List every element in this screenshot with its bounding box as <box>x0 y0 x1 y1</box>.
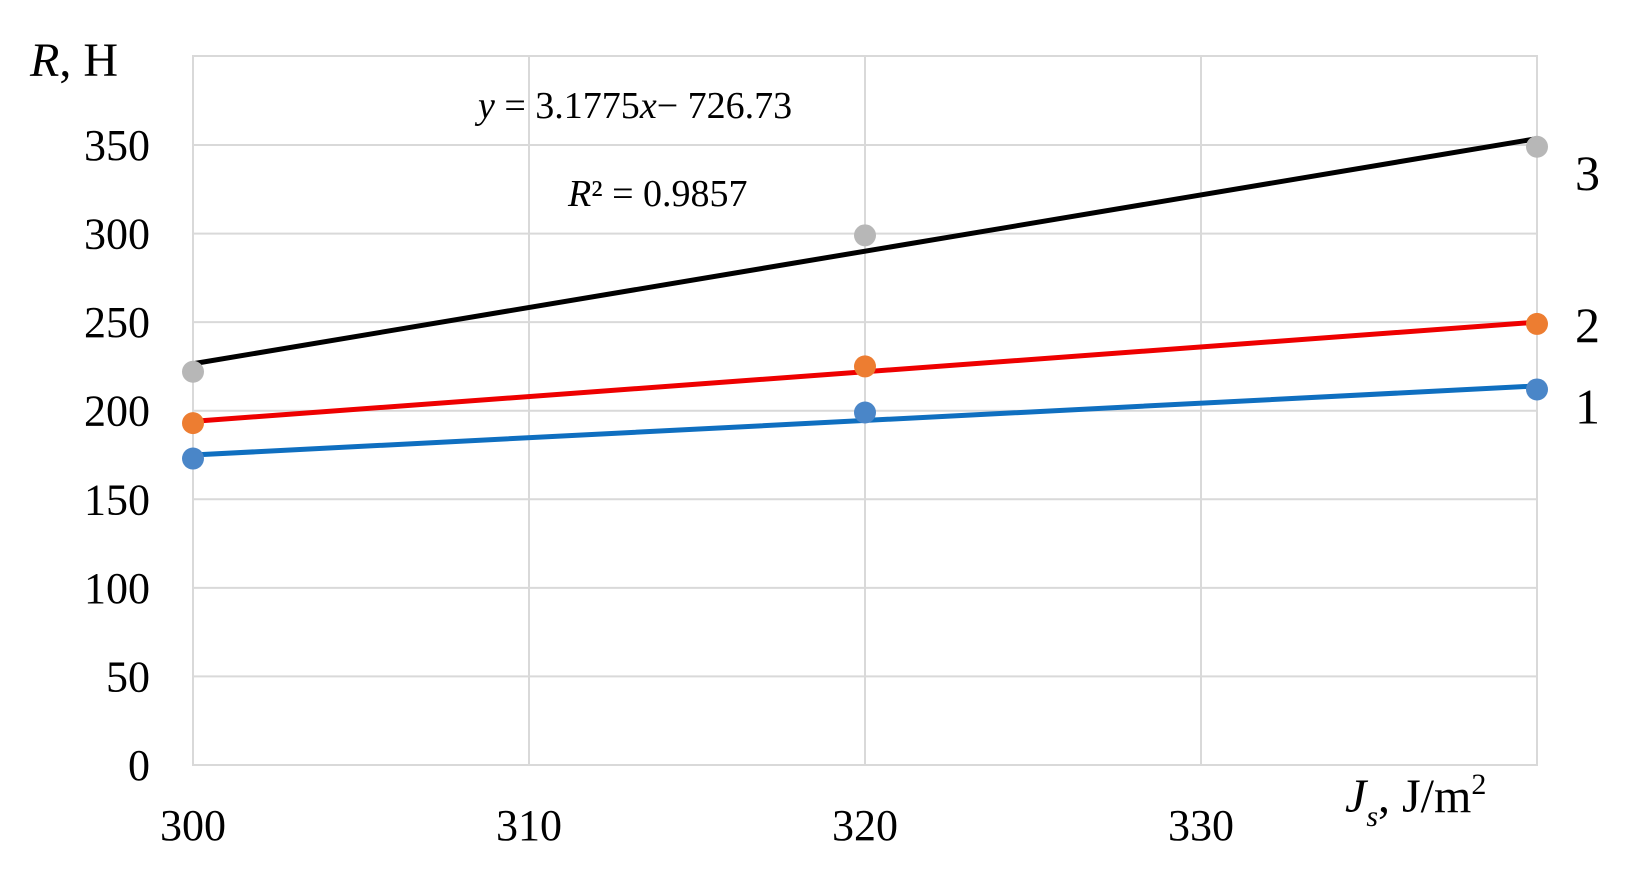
y-tick-label: 200 <box>84 387 150 436</box>
trendline-series-3 <box>190 136 1540 367</box>
data-point-series-2 <box>1526 312 1548 335</box>
data-points <box>182 135 1548 470</box>
y-tick-label: 350 <box>84 121 150 170</box>
y-tick-label: 0 <box>128 741 150 790</box>
x-tick-label: 300 <box>160 801 226 850</box>
x-tick-labels: 300 310 320 330 <box>160 801 1234 850</box>
y-tick-labels: 0 50 100 150 200 250 300 350 <box>84 121 150 790</box>
data-point-series-3 <box>182 360 204 383</box>
series-label-2: 2 <box>1575 297 1600 353</box>
data-point-series-2 <box>854 355 876 378</box>
y-tick-label: 100 <box>84 564 150 613</box>
x-tick-label: 320 <box>832 801 898 850</box>
data-point-series-3 <box>854 224 876 247</box>
series-label-3: 3 <box>1575 145 1600 201</box>
x-tick-label: 310 <box>496 801 562 850</box>
y-axis-label: R, H <box>29 34 118 87</box>
grid-lines <box>192 55 1538 766</box>
trendline-equation: y = 3.1775x− 726.73 <box>474 85 792 127</box>
y-tick-label: 150 <box>84 475 150 524</box>
series-labels: 1 2 3 <box>1575 145 1600 435</box>
x-tick-label: 330 <box>1168 801 1234 850</box>
series-label-1: 1 <box>1575 378 1600 434</box>
r-squared-annotation: R² = 0.9857 <box>567 173 748 215</box>
y-tick-label: 250 <box>84 298 150 347</box>
y-tick-label: 50 <box>106 652 150 701</box>
data-point-series-2 <box>182 412 204 435</box>
data-point-series-3 <box>1526 135 1548 158</box>
data-point-series-1 <box>182 447 204 470</box>
data-point-series-1 <box>1526 378 1548 401</box>
x-axis-label: Js, J/m2 <box>1345 768 1486 833</box>
y-tick-label: 300 <box>84 210 150 259</box>
data-point-series-1 <box>854 401 876 424</box>
